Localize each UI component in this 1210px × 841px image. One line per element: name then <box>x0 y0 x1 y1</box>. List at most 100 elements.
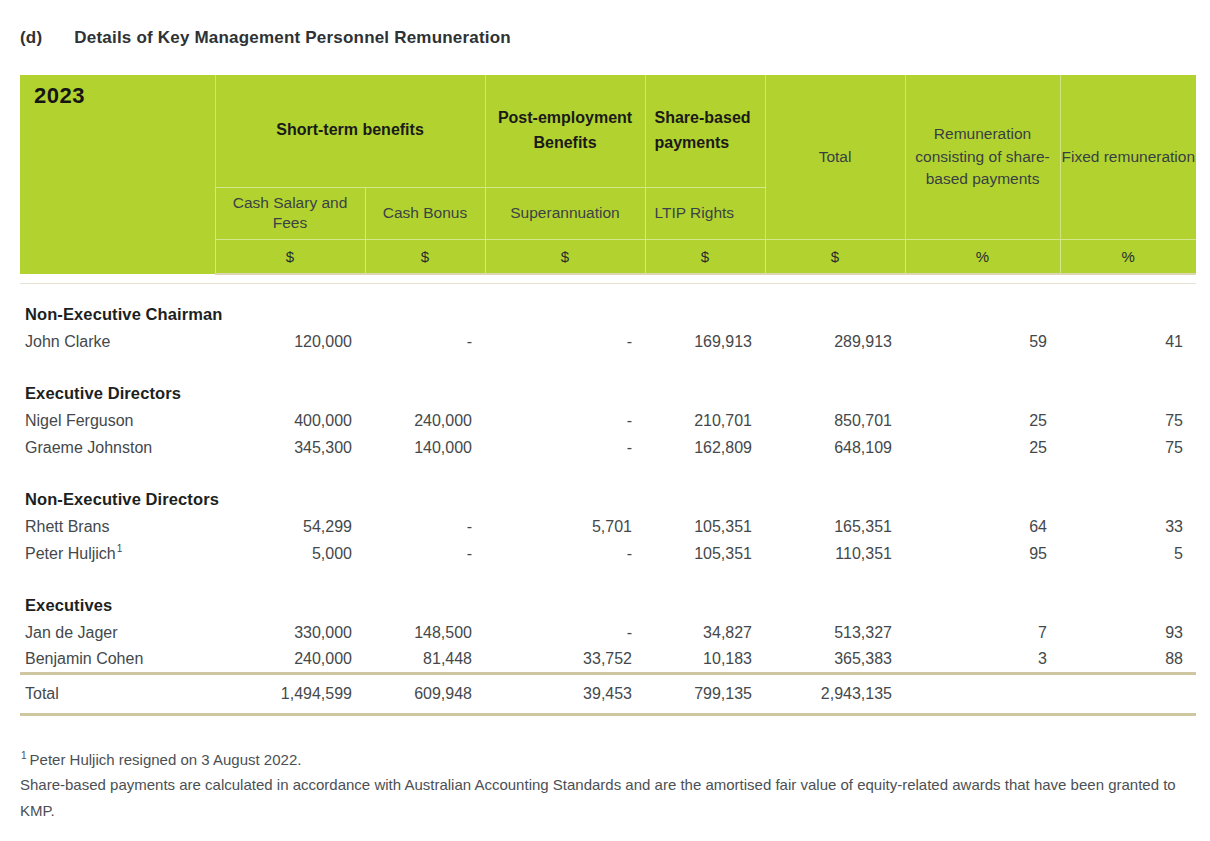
value-cell: 75 <box>1060 434 1196 461</box>
year-label: 2023 <box>20 75 215 274</box>
person-name: John Clarke <box>20 328 215 355</box>
total-ltip: 799,135 <box>645 673 765 714</box>
value-cell: 345,300 <box>215 434 365 461</box>
value-cell: 105,351 <box>645 540 765 567</box>
spacer-cell <box>20 567 1196 592</box>
col-cash-bonus: Cash Bonus <box>365 187 485 239</box>
header-group-row: 2023 Short-term benefits Post-employment… <box>20 75 1196 187</box>
value-cell: 169,913 <box>645 328 765 355</box>
unit-superannuation: $ <box>485 239 645 274</box>
table-row: Peter Huljich15,000--105,351110,351955 <box>20 540 1196 567</box>
spacer-row <box>20 283 1196 301</box>
table-row: Graeme Johnston345,300140,000-162,809648… <box>20 434 1196 461</box>
value-cell: - <box>485 434 645 461</box>
value-cell: 5,701 <box>485 513 645 540</box>
value-cell: 330,000 <box>215 619 365 646</box>
group-label: Executives <box>20 592 1196 619</box>
page-title: Details of Key Management Personnel Remu… <box>74 28 511 48</box>
value-cell: 162,809 <box>645 434 765 461</box>
group-label-row: Non-Executive Chairman <box>20 301 1196 328</box>
value-cell: - <box>365 540 485 567</box>
footnote-1-text: Peter Huljich resigned on 3 August 2022. <box>30 751 302 768</box>
value-cell: 34,827 <box>645 619 765 646</box>
group-label-row: Non-Executive Directors <box>20 486 1196 513</box>
spacer-row <box>20 567 1196 592</box>
value-cell: 648,109 <box>765 434 905 461</box>
remuneration-table: 2023 Short-term benefits Post-employment… <box>20 75 1196 716</box>
group-label-row: Executive Directors <box>20 380 1196 407</box>
value-cell: 7 <box>905 619 1060 646</box>
group-label: Non-Executive Directors <box>20 486 1196 513</box>
value-cell: 3 <box>905 646 1060 673</box>
col-group-total: Total <box>765 75 905 239</box>
table-header: 2023 Short-term benefits Post-employment… <box>20 75 1196 274</box>
table-total-section: Total 1,494,599 609,948 39,453 799,135 2… <box>20 673 1196 714</box>
group-label: Non-Executive Chairman <box>20 301 1196 328</box>
value-cell: 5 <box>1060 540 1196 567</box>
col-group-share-based: Share-based payments <box>645 75 765 187</box>
total-rem-percent <box>905 673 1060 714</box>
value-cell: 240,000 <box>365 407 485 434</box>
value-cell: - <box>485 328 645 355</box>
footnote-marker: 1 <box>117 543 123 554</box>
unit-total: $ <box>765 239 905 274</box>
table-row: John Clarke120,000--169,913289,9135941 <box>20 328 1196 355</box>
total-fixed-percent <box>1060 673 1196 714</box>
unit-rem-percent: % <box>905 239 1060 274</box>
value-cell: 95 <box>905 540 1060 567</box>
table-body: Non-Executive ChairmanJohn Clarke120,000… <box>20 274 1196 673</box>
total-total: 2,943,135 <box>765 673 905 714</box>
value-cell: 41 <box>1060 328 1196 355</box>
table-row: Nigel Ferguson400,000240,000-210,701850,… <box>20 407 1196 434</box>
table-row: Jan de Jager330,000148,500-34,827513,327… <box>20 619 1196 646</box>
value-cell: 33 <box>1060 513 1196 540</box>
spacer-row <box>20 461 1196 486</box>
footnote-2: Share-based payments are calculated in a… <box>20 772 1196 824</box>
value-cell: 75 <box>1060 407 1196 434</box>
person-name: Graeme Johnston <box>20 434 215 461</box>
value-cell: 110,351 <box>765 540 905 567</box>
total-cash-bonus: 609,948 <box>365 673 485 714</box>
value-cell: 88 <box>1060 646 1196 673</box>
total-label: Total <box>20 673 215 714</box>
total-cash-salary: 1,494,599 <box>215 673 365 714</box>
col-group-post-employment: Post-employment Benefits <box>485 75 645 187</box>
unit-cash-salary: $ <box>215 239 365 274</box>
col-group-remuneration-sbp: Remuneration consisting of share-based p… <box>905 75 1060 239</box>
value-cell: - <box>365 513 485 540</box>
unit-cash-bonus: $ <box>365 239 485 274</box>
col-group-short-term: Short-term benefits <box>215 75 485 187</box>
spacer-cell <box>20 283 1196 301</box>
document-page: (d) Details of Key Management Personnel … <box>0 0 1210 824</box>
spacer-cell <box>20 461 1196 486</box>
value-cell: 120,000 <box>215 328 365 355</box>
col-ltip-rights: LTIP Rights <box>645 187 765 239</box>
spacer-row <box>20 355 1196 380</box>
col-group-fixed-remuneration: Fixed remuneration <box>1060 75 1196 239</box>
group-label: Executive Directors <box>20 380 1196 407</box>
value-cell: 59 <box>905 328 1060 355</box>
value-cell: - <box>485 407 645 434</box>
person-name: Benjamin Cohen <box>20 646 215 673</box>
value-cell: 33,752 <box>485 646 645 673</box>
value-cell: 210,701 <box>645 407 765 434</box>
unit-fixed-percent: % <box>1060 239 1196 274</box>
value-cell: 289,913 <box>765 328 905 355</box>
value-cell: 140,000 <box>365 434 485 461</box>
value-cell: 105,351 <box>645 513 765 540</box>
footnotes: 1Peter Huljich resigned on 3 August 2022… <box>20 747 1196 824</box>
total-row: Total 1,494,599 609,948 39,453 799,135 2… <box>20 673 1196 714</box>
group-label-row: Executives <box>20 592 1196 619</box>
section-letter: (d) <box>20 28 42 48</box>
value-cell: 240,000 <box>215 646 365 673</box>
value-cell: 10,183 <box>645 646 765 673</box>
value-cell: 5,000 <box>215 540 365 567</box>
col-cash-salary: Cash Salary and Fees <box>215 187 365 239</box>
value-cell: 93 <box>1060 619 1196 646</box>
table-row: Rhett Brans54,299-5,701105,351165,351643… <box>20 513 1196 540</box>
value-cell: 165,351 <box>765 513 905 540</box>
footnote-1: 1Peter Huljich resigned on 3 August 2022… <box>20 747 1196 773</box>
footnote-1-marker: 1 <box>21 750 27 761</box>
value-cell: - <box>365 328 485 355</box>
col-superannuation: Superannuation <box>485 187 645 239</box>
